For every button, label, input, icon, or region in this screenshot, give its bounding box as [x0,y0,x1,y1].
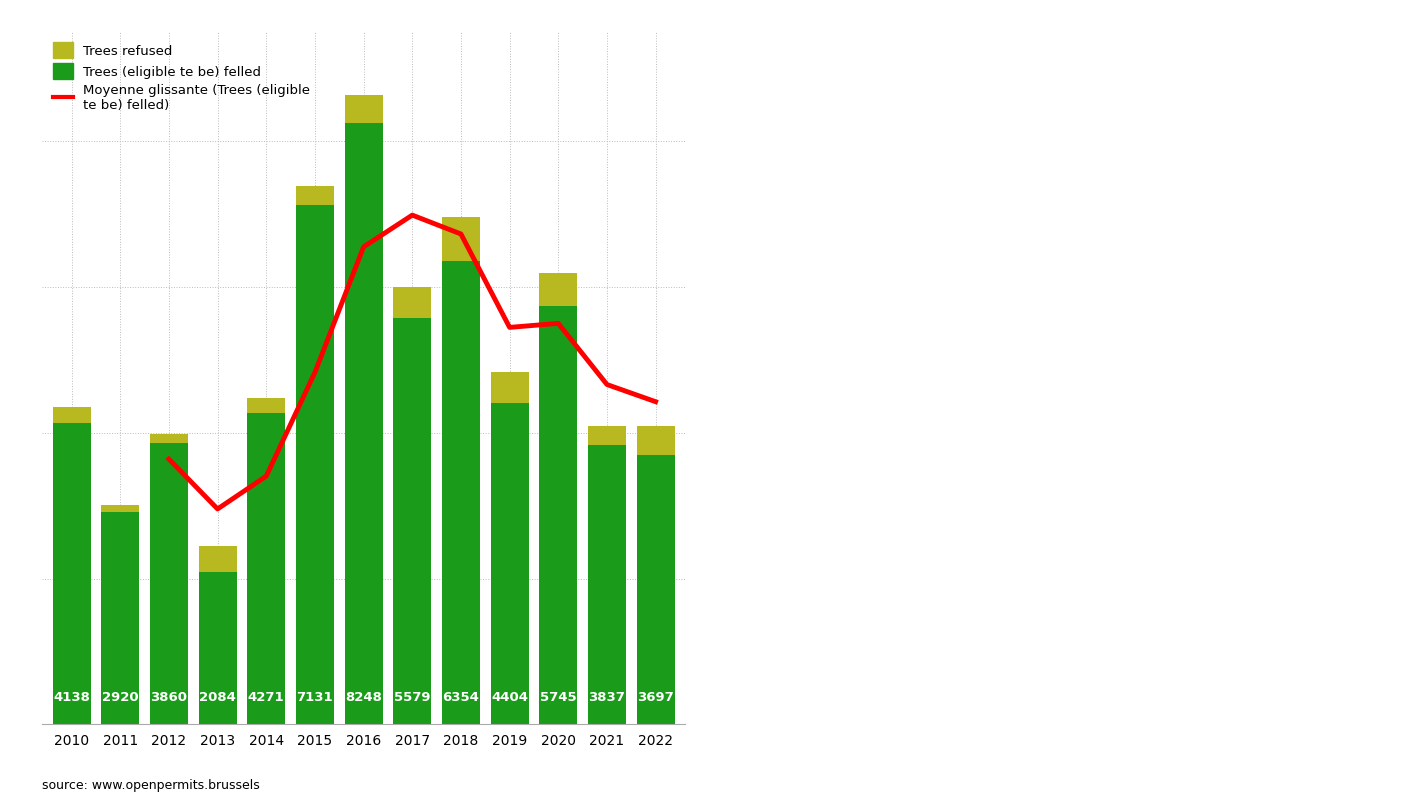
Bar [539,306,578,724]
Bar [52,407,90,423]
Bar [247,413,285,724]
Text: 8248: 8248 [345,691,383,704]
Text: 3860: 3860 [151,691,188,704]
Bar [297,205,333,724]
Bar [587,426,626,445]
Text: 3837: 3837 [589,691,626,704]
Text: 4404: 4404 [491,691,528,704]
Bar [637,455,675,724]
Bar [345,123,383,724]
Bar [394,318,431,724]
Bar [539,274,578,306]
Text: 2084: 2084 [199,691,236,704]
Text: More than 24,000 during
the last 5 years: More than 24,000 during the last 5 years [853,392,1244,452]
Bar [587,445,626,724]
Bar [102,512,140,724]
Bar [442,217,480,261]
Bar [345,96,383,123]
Bar [490,372,528,404]
Text: 62,268 trees
disappeared in 13 years: 62,268 trees disappeared in 13 years [850,185,1247,245]
Text: 5579: 5579 [394,691,431,704]
Legend: Trees refused, Trees (eligible te be) felled, Moyenne glissante (Trees (eligible: Trees refused, Trees (eligible te be) fe… [49,38,315,115]
Bar [247,399,285,413]
Text: source: www.openpermits.brussels: source: www.openpermits.brussels [42,779,260,792]
Bar [102,505,140,512]
Text: 4271: 4271 [249,691,285,704]
Bar [637,427,675,455]
Text: 3697: 3697 [637,691,674,704]
Bar [442,261,480,724]
Bar [150,443,188,724]
Bar [199,572,237,724]
Text: 2920: 2920 [102,691,138,704]
Text: 6354: 6354 [442,691,479,704]
Text: 5745: 5745 [539,691,576,704]
Text: 7131: 7131 [297,691,333,704]
Bar [150,434,188,443]
Bar [52,423,90,724]
Bar [394,287,431,318]
Bar [297,185,333,205]
Text: 4138: 4138 [54,691,90,704]
Text: 2 033 trees « saved »: 2 033 trees « saved » [881,607,1216,635]
Bar [490,404,528,724]
Bar [199,546,237,572]
